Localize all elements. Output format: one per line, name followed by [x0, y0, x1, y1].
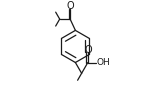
Text: O: O: [84, 45, 92, 55]
Text: O: O: [66, 1, 74, 11]
Text: OH: OH: [96, 58, 110, 67]
